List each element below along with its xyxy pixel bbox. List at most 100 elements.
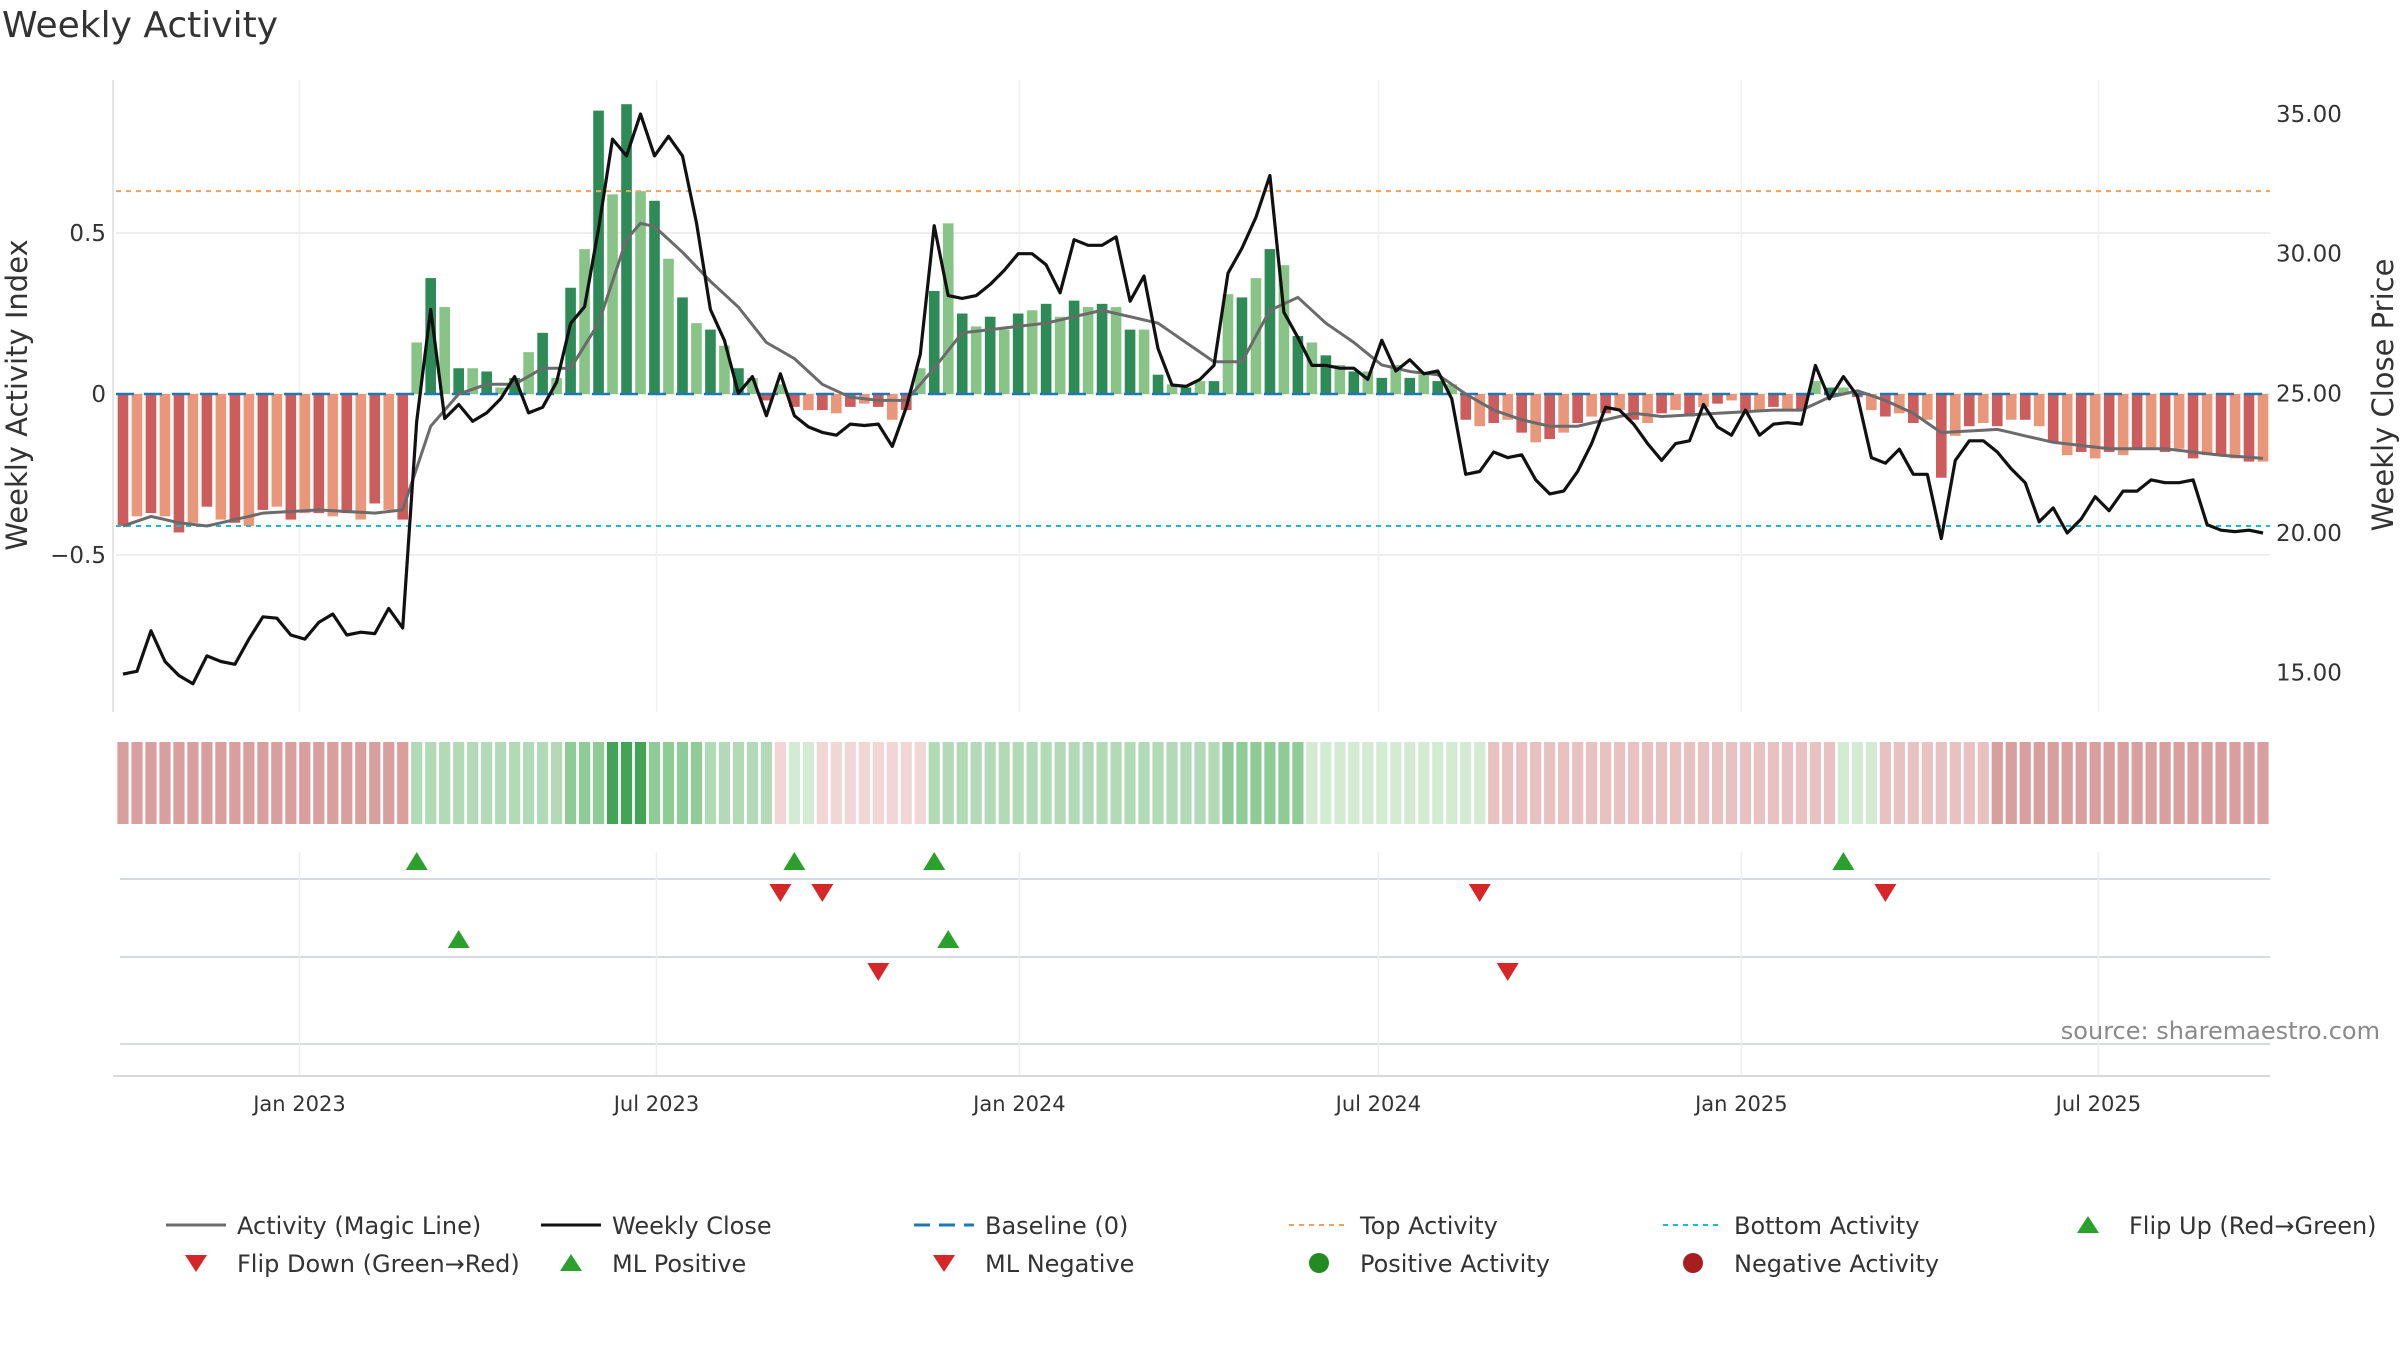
magic-line: [122, 221, 2264, 528]
heat-cell: [1082, 742, 1094, 824]
activity-bar: [1236, 297, 1248, 394]
activity-bar: [579, 249, 590, 394]
activity-bar: [565, 287, 576, 394]
heat-cell: [942, 742, 954, 824]
heat-cell: [2215, 742, 2227, 824]
legend-item: ML Negative: [933, 1250, 1134, 1278]
activity-bar: [299, 394, 311, 514]
heat-cell: [718, 742, 731, 824]
activity-bar: [355, 394, 367, 520]
y-tick-right: 35.00: [2276, 102, 2342, 128]
heat-cell: [1781, 742, 1794, 824]
heat-cell: [1767, 742, 1780, 824]
activity-bar: [1810, 381, 1821, 394]
activity-bar: [537, 332, 548, 394]
heat-cell: [2033, 742, 2045, 824]
activity-bar: [215, 394, 227, 520]
activity-bar: [1614, 394, 1625, 411]
heat-cell: [1627, 742, 1640, 824]
activity-bar: [201, 394, 213, 507]
activity-bar: [187, 394, 199, 523]
activity-bar: [1124, 329, 1136, 394]
y-axis-label-right: Weekly Close Price: [2366, 259, 2400, 532]
heat-cell: [1474, 742, 1486, 824]
activity-bar: [691, 323, 702, 394]
activity-bar: [1292, 336, 1304, 394]
heat-cell: [1697, 742, 1710, 824]
activity-bar: [831, 394, 842, 414]
activity-bar: [425, 278, 437, 394]
legend-swatch-up-icon: [560, 1254, 582, 1271]
heat-cell: [1292, 742, 1304, 824]
heat-cell: [229, 742, 241, 824]
heat-cell: [509, 742, 521, 824]
legend-label: ML Negative: [985, 1250, 1134, 1278]
reference-lines: [116, 190, 2270, 528]
activity-bar: [2131, 394, 2143, 449]
heat-cell: [187, 742, 199, 824]
heat-cell: [2173, 742, 2185, 824]
activity-bar: [607, 194, 618, 394]
legend-swatch-negative-dot: [1683, 1253, 1703, 1273]
heat-cell: [844, 742, 856, 824]
ml-negative-marker: [867, 963, 890, 981]
heat-cell: [453, 742, 465, 824]
activity-bar: [495, 387, 506, 394]
heat-cell: [1012, 742, 1024, 824]
legend-label: ML Positive: [612, 1250, 746, 1278]
heat-cell: [704, 742, 717, 824]
heat-cell: [299, 742, 311, 824]
activity-bar: [1880, 394, 1891, 417]
heat-cell: [439, 742, 451, 824]
heat-cell: [2047, 742, 2059, 824]
activity-bar: [257, 394, 269, 510]
legend-item: Baseline (0): [914, 1212, 1128, 1240]
y-tick-left: 0: [91, 382, 106, 408]
activity-bar: [1194, 381, 1206, 394]
x-tick-label: Jul 2025: [2054, 1092, 2141, 1116]
heat-cell: [1614, 742, 1626, 824]
legend-swatch-down-icon: [185, 1255, 207, 1272]
heat-cell: [1669, 742, 1682, 824]
heat-cell: [2061, 742, 2073, 824]
heat-cell: [2257, 742, 2269, 824]
heat-cell: [970, 742, 982, 824]
activity-bar: [1110, 307, 1122, 394]
heat-cell: [1655, 742, 1668, 824]
x-tick-label: Jul 2024: [1334, 1092, 1421, 1116]
heat-cell: [1446, 742, 1458, 824]
heat-cell: [1124, 742, 1136, 824]
legend-item: Activity (Magic Line): [166, 1212, 481, 1240]
flip-up-marker: [783, 852, 806, 870]
heat-cell: [2089, 742, 2101, 824]
heat-cell: [564, 742, 577, 824]
heat-cell: [788, 742, 800, 824]
heat-cell: [117, 742, 129, 824]
heat-cell: [1641, 742, 1654, 824]
activity-bar: [761, 394, 772, 401]
activity-bar: [2201, 394, 2213, 456]
x-tick-label: Jul 2023: [612, 1092, 699, 1116]
heat-cell: [159, 742, 171, 824]
activity-bar: [551, 377, 562, 394]
activity-bar: [1404, 377, 1416, 394]
legend-label: Bottom Activity: [1734, 1212, 1919, 1240]
activity-bar: [2005, 394, 2017, 420]
activity-bar: [1306, 342, 1318, 394]
activity-bar: [1222, 294, 1234, 394]
heat-cell: [1879, 742, 1891, 824]
activity-bar: [803, 394, 814, 411]
heat-cell: [1334, 742, 1346, 824]
legend-item: ML Positive: [560, 1250, 746, 1278]
heat-cell: [1837, 742, 1849, 824]
heat-cell: [523, 742, 535, 824]
heat-cell: [257, 742, 269, 824]
activity-bar: [593, 110, 604, 394]
heat-cell: [830, 742, 842, 824]
heat-cell: [1208, 742, 1220, 824]
activity-bar: [1502, 394, 1514, 420]
activity-bar: [1138, 329, 1150, 394]
activity-bar: [411, 342, 423, 394]
heat-cell: [369, 742, 381, 824]
heat-cell: [1110, 742, 1122, 824]
